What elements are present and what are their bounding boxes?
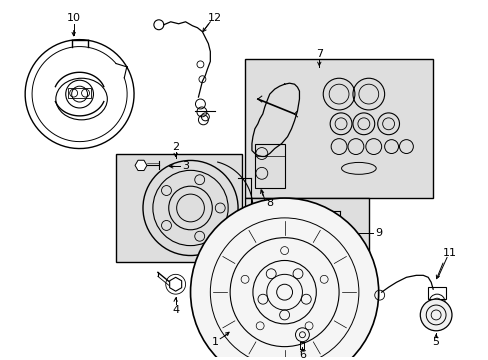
Bar [306,213,329,251]
Bar [67,88,91,98]
Polygon shape [169,277,182,291]
Circle shape [190,198,378,360]
Text: 3: 3 [182,161,189,171]
Text: 2: 2 [172,141,179,152]
Text: 1: 1 [211,337,218,347]
FancyBboxPatch shape [244,59,432,198]
Bar [257,213,285,253]
Bar [259,215,283,251]
FancyBboxPatch shape [244,198,368,262]
Text: 8: 8 [265,198,273,208]
Text: 12: 12 [208,13,222,23]
FancyBboxPatch shape [116,153,242,262]
Text: 6: 6 [298,350,305,360]
Circle shape [419,299,451,331]
Text: 10: 10 [66,13,81,23]
Text: 9: 9 [374,228,382,238]
Text: 7: 7 [315,49,322,59]
Text: 4: 4 [172,305,179,315]
Bar [254,144,284,188]
Bar [304,211,331,253]
Bar [427,287,445,299]
Text: 11: 11 [442,248,456,257]
Polygon shape [135,160,147,171]
Text: 5: 5 [432,337,439,347]
